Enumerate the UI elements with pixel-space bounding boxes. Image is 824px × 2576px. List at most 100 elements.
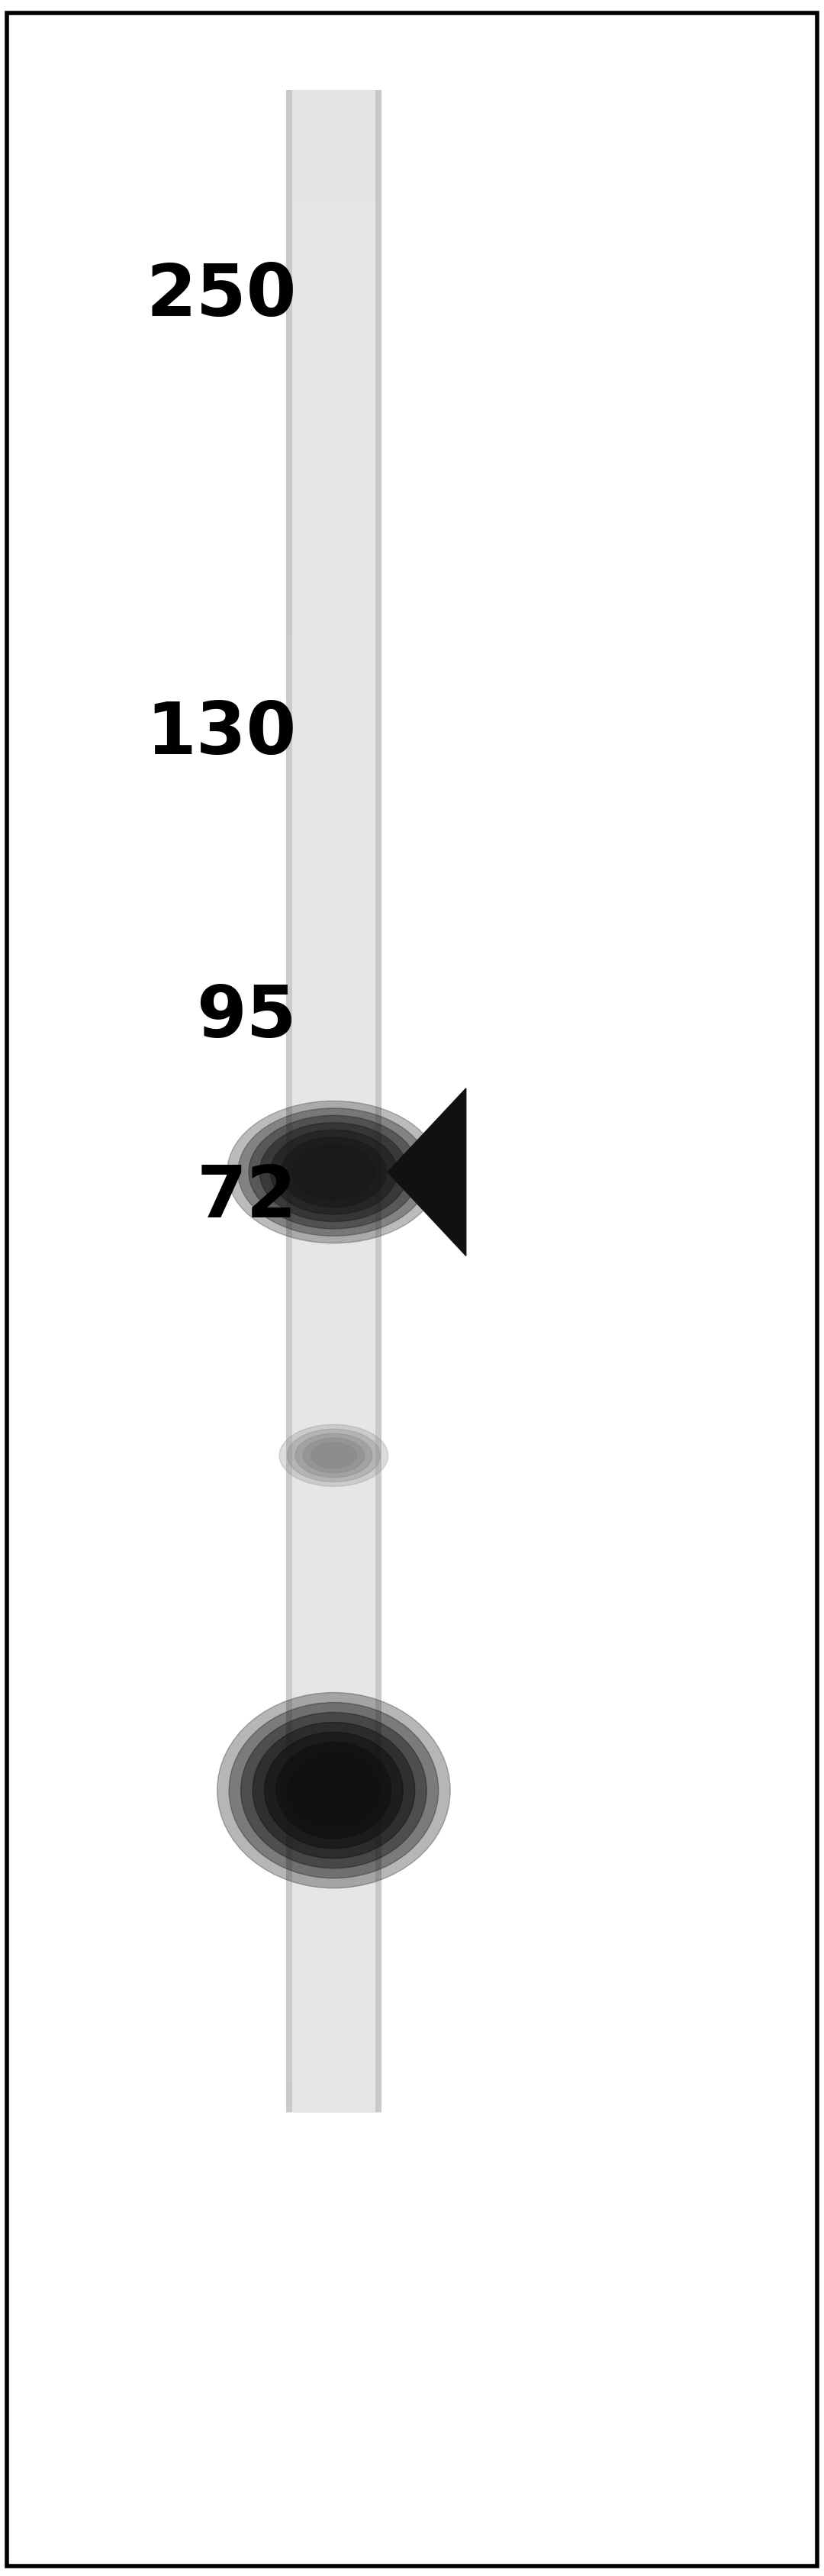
Bar [287, 1870, 381, 1880]
Bar [287, 536, 381, 546]
Bar [287, 546, 381, 556]
Ellipse shape [303, 1151, 365, 1193]
Bar [287, 294, 381, 301]
Bar [287, 301, 381, 312]
Bar [287, 1010, 381, 1020]
Bar [287, 726, 381, 737]
Bar [287, 1770, 381, 1777]
Bar [287, 1030, 381, 1041]
Bar [287, 1525, 381, 1535]
Bar [287, 111, 381, 121]
Text: 72: 72 [196, 1162, 297, 1234]
Bar [287, 2102, 381, 2112]
Bar [287, 1850, 381, 1860]
Bar [287, 1445, 381, 1455]
Bar [287, 1504, 381, 1515]
Bar [287, 90, 292, 2112]
Bar [287, 799, 381, 809]
Bar [287, 1394, 381, 1404]
Bar [287, 1656, 381, 1667]
Bar [287, 211, 381, 222]
Bar [287, 809, 381, 819]
Bar [287, 1345, 381, 1355]
Bar [287, 1051, 381, 1061]
Bar [287, 1940, 381, 1950]
Bar [287, 1303, 381, 1314]
Bar [287, 2081, 381, 2092]
Bar [287, 1901, 381, 1909]
Ellipse shape [270, 1131, 397, 1213]
Bar [287, 363, 381, 374]
Bar [287, 1466, 381, 1476]
Text: 130: 130 [146, 698, 297, 770]
Bar [287, 1252, 381, 1262]
Bar [287, 384, 381, 394]
Bar [287, 1273, 381, 1283]
Bar [287, 647, 381, 657]
Bar [287, 868, 381, 878]
Bar [287, 425, 381, 433]
Bar [287, 1404, 381, 1414]
Text: 250: 250 [146, 260, 297, 332]
Bar [287, 1414, 381, 1425]
Bar [287, 1497, 381, 1504]
Bar [287, 1991, 381, 2002]
Bar [287, 1213, 381, 1224]
Bar [287, 1151, 381, 1162]
Bar [287, 142, 381, 152]
Bar [287, 1535, 381, 1546]
Bar [287, 889, 381, 899]
Bar [287, 1638, 381, 1646]
Bar [287, 1141, 381, 1151]
Bar [287, 474, 381, 484]
Bar [287, 1808, 381, 1819]
Ellipse shape [260, 1123, 408, 1221]
Bar [287, 1242, 381, 1252]
Bar [287, 1698, 381, 1708]
Bar [287, 1798, 381, 1808]
Bar [287, 1677, 381, 1687]
Bar [287, 1172, 381, 1182]
Bar [287, 2002, 381, 2012]
Bar [287, 706, 381, 716]
Bar [287, 969, 381, 979]
Bar [287, 121, 381, 131]
Bar [287, 1819, 381, 1829]
Bar [287, 100, 381, 111]
Ellipse shape [265, 1731, 403, 1850]
Bar [287, 1829, 381, 1839]
Bar [287, 1041, 381, 1051]
Bar [287, 1355, 381, 1365]
Bar [287, 878, 381, 889]
Bar [287, 999, 381, 1010]
Bar [287, 1981, 381, 1991]
Bar [287, 343, 381, 353]
Bar [287, 768, 381, 778]
Bar [287, 1739, 381, 1749]
Bar [287, 605, 381, 616]
Bar [287, 1728, 381, 1739]
Bar [287, 160, 381, 170]
Bar [287, 453, 381, 464]
Bar [287, 2092, 381, 2102]
Bar [287, 1061, 381, 1072]
Bar [287, 1708, 381, 1718]
Bar [287, 1224, 381, 1234]
Bar [287, 585, 381, 595]
Bar [287, 2071, 381, 2081]
Bar [287, 433, 381, 443]
Bar [287, 1860, 381, 1870]
Bar [287, 574, 381, 585]
Bar [287, 505, 381, 515]
Ellipse shape [253, 1723, 414, 1857]
Bar [287, 252, 381, 263]
Bar [287, 1283, 381, 1293]
Bar [287, 152, 381, 160]
Bar [287, 1911, 381, 1919]
Bar [287, 564, 381, 574]
Bar [287, 2061, 381, 2071]
Bar [287, 443, 381, 453]
Bar [287, 556, 381, 564]
Ellipse shape [288, 1430, 380, 1481]
Bar [287, 283, 381, 294]
